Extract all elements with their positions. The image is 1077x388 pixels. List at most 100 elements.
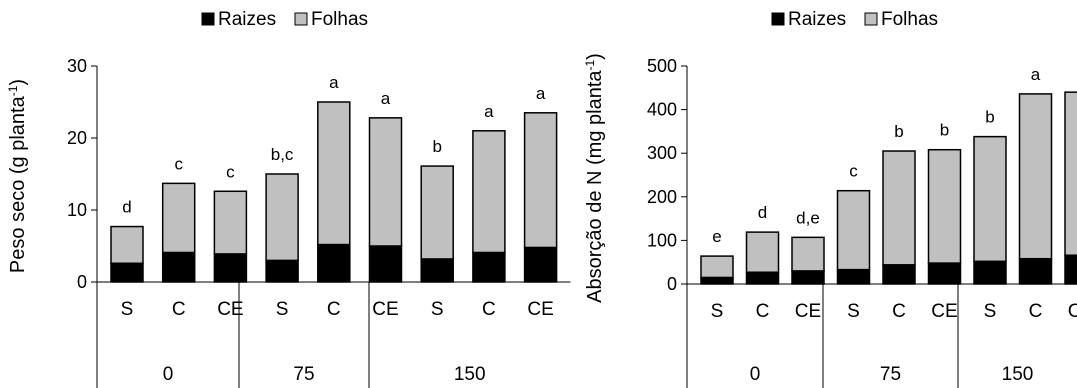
bar-folhas xyxy=(1018,93,1053,260)
bar-raizes xyxy=(791,270,825,285)
significance-letter: a xyxy=(329,73,339,92)
bar-folhas xyxy=(700,255,734,279)
bar-raizes xyxy=(1018,257,1053,285)
bar-raizes xyxy=(973,260,1007,285)
bar-raizes xyxy=(700,276,734,285)
bar-raizes xyxy=(523,246,558,283)
group-label: 0 xyxy=(750,364,761,385)
y-tick-label: 300 xyxy=(647,143,677,163)
category-label: C xyxy=(482,299,496,320)
bar-folhas xyxy=(161,182,196,254)
significance-letter: b,c xyxy=(271,145,294,164)
legend-label-raizes: Raizes xyxy=(218,9,276,30)
significance-letter: e xyxy=(712,227,721,246)
category-label: S xyxy=(984,301,997,322)
y-axis-title: Peso seco (g planta-1) xyxy=(6,79,29,273)
category-label: C xyxy=(327,299,341,320)
category-label: S xyxy=(121,299,134,320)
category-label: CE xyxy=(1068,301,1077,322)
bar-raizes xyxy=(368,245,403,283)
bar-folhas xyxy=(368,117,403,247)
category-label: S xyxy=(431,299,444,320)
bar-folhas xyxy=(472,130,506,254)
bar-raizes xyxy=(213,253,248,283)
group-label: 75 xyxy=(880,364,901,385)
significance-letter: b xyxy=(940,121,949,140)
category-label: C xyxy=(1029,301,1043,322)
bar-raizes xyxy=(317,243,351,283)
bar-raizes xyxy=(420,258,454,283)
legend-label-folhas: Folhas xyxy=(311,9,368,30)
significance-letter: c xyxy=(226,162,235,181)
category-label: CE xyxy=(795,301,821,322)
bar-raizes xyxy=(1064,254,1077,285)
significance-letter: a xyxy=(381,89,391,108)
category-label: CE xyxy=(372,299,398,320)
group-label: 150 xyxy=(454,364,486,385)
bar-folhas xyxy=(927,148,962,264)
bar-raizes xyxy=(265,259,299,283)
significance-letter: c xyxy=(849,162,858,181)
bar-folhas xyxy=(791,236,825,272)
group-label: 150 xyxy=(1002,364,1034,385)
legend-swatch-folhas xyxy=(864,12,878,26)
y-tick-label: 0 xyxy=(77,272,87,292)
y-tick-label: 400 xyxy=(647,100,677,120)
legend-swatch-raizes xyxy=(771,12,785,26)
category-label: C xyxy=(892,301,906,322)
bar-raizes xyxy=(745,271,780,285)
significance-letter: a xyxy=(484,102,494,121)
y-tick-label: 0 xyxy=(667,274,677,294)
significance-letter: b xyxy=(985,108,994,127)
significance-letter: d xyxy=(758,203,767,222)
bar-folhas xyxy=(1064,91,1077,256)
bar-folhas xyxy=(745,231,780,273)
y-axis-title: Absorção de N (mg planta-1) xyxy=(583,53,606,303)
y-tick-label: 20 xyxy=(67,128,87,148)
bar-raizes xyxy=(472,251,506,283)
chart-n-uptake: Raizes Folhas 0 100 200 300 400 500 Absorção de … xyxy=(583,9,1077,388)
bar-raizes xyxy=(927,262,962,285)
significance-letter: b xyxy=(432,137,441,156)
bar-folhas xyxy=(317,101,351,246)
category-label: S xyxy=(847,301,860,322)
bar-folhas xyxy=(523,112,558,249)
y-tick-label: 30 xyxy=(67,56,87,76)
group-label: 0 xyxy=(163,364,174,385)
category-label: CE xyxy=(931,301,957,322)
significance-letter: c xyxy=(174,154,183,173)
group-label: 75 xyxy=(293,364,314,385)
bar-folhas xyxy=(836,189,871,271)
bar-raizes xyxy=(882,264,916,285)
category-label: C xyxy=(172,299,186,320)
bar-folhas xyxy=(973,135,1007,263)
significance-letter: a xyxy=(1031,65,1041,84)
legend-label-raizes: Raizes xyxy=(788,9,846,30)
bar-raizes xyxy=(836,268,871,285)
y-tick-label: 500 xyxy=(647,56,677,76)
category-label: CE xyxy=(527,299,553,320)
y-tick-label: 10 xyxy=(67,200,87,220)
chart-dry-weight: Raizes Folhas 0 10 20 30 Peso seco (g planta-1… xyxy=(6,9,571,388)
legend-swatch-folhas xyxy=(294,12,308,26)
significance-letter: d,e xyxy=(796,208,820,227)
significance-letter: d xyxy=(122,198,131,217)
category-label: S xyxy=(276,299,289,320)
y-tick-label: 200 xyxy=(647,187,677,207)
bar-raizes xyxy=(161,251,196,283)
significance-letter: a xyxy=(536,84,546,103)
bar-folhas xyxy=(110,225,144,265)
category-label: S xyxy=(711,301,724,322)
y-tick-label: 100 xyxy=(647,230,677,250)
category-label: CE xyxy=(217,299,243,320)
bar-folhas xyxy=(420,165,454,260)
bar-folhas xyxy=(882,150,916,266)
bar-folhas xyxy=(265,173,299,262)
significance-letter: b xyxy=(894,122,903,141)
bar-folhas xyxy=(213,190,248,255)
legend-swatch-raizes xyxy=(201,12,215,26)
bar-raizes xyxy=(110,262,144,283)
category-label: C xyxy=(756,301,770,322)
legend-label-folhas: Folhas xyxy=(881,9,938,30)
